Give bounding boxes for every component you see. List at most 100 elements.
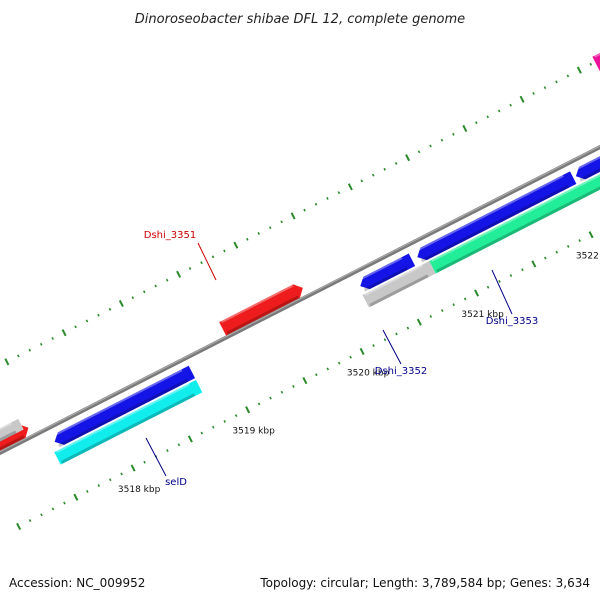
gene-blue-reverse-right <box>415 171 577 263</box>
gene-label-leader <box>382 329 402 365</box>
tick-major <box>519 95 525 103</box>
gene-label: Dshi_3353 <box>486 316 538 327</box>
tick-minor <box>85 319 89 323</box>
tick-minor <box>440 309 444 313</box>
tick-major <box>416 318 422 326</box>
gene-label: Dshi_3351 <box>144 230 196 241</box>
tick-minor <box>269 396 272 400</box>
tick-major <box>405 154 411 162</box>
tick-minor <box>566 244 570 248</box>
tick-minor <box>395 332 398 336</box>
tick-label: 3518 kbp <box>118 485 161 495</box>
tick-minor <box>303 208 306 212</box>
tick-minor <box>326 367 330 371</box>
tick-minor <box>177 443 181 447</box>
tick-minor <box>315 373 318 377</box>
tick-minor <box>555 250 559 254</box>
tick-major <box>187 435 193 443</box>
tick-major <box>576 66 582 74</box>
tick-major <box>73 493 79 501</box>
tick-minor <box>589 62 593 66</box>
tick-minor <box>74 325 77 329</box>
tick-major <box>61 329 67 337</box>
tick-minor <box>257 402 261 406</box>
tick-minor <box>509 274 513 278</box>
tick-minor <box>486 115 489 119</box>
tick-minor <box>51 337 54 340</box>
tick-minor <box>280 220 283 224</box>
tick-minor <box>28 519 32 523</box>
tick-minor <box>463 297 467 301</box>
tick-major <box>176 270 182 278</box>
tick-minor <box>360 179 364 183</box>
tick-minor <box>86 489 89 493</box>
genome-summary-text: Topology: circular; Length: 3,789,584 bp… <box>260 576 590 590</box>
tick-minor <box>200 431 204 435</box>
tick-minor <box>383 338 387 342</box>
tick-minor <box>452 132 455 136</box>
tick-minor <box>28 348 32 352</box>
tick-major <box>302 377 308 385</box>
tick-minor <box>97 484 101 488</box>
tick-minor <box>108 307 112 311</box>
gene-label-leader <box>145 437 167 477</box>
tick-minor <box>280 390 284 394</box>
outer-tick-row <box>4 62 593 366</box>
tick-minor <box>234 414 238 418</box>
tick-minor <box>188 267 192 270</box>
tick-minor <box>578 239 581 242</box>
tick-minor <box>394 162 398 165</box>
tick-major <box>4 358 10 366</box>
tick-minor <box>429 144 432 148</box>
tick-minor <box>555 80 558 84</box>
tick-minor <box>108 478 112 482</box>
tick-minor <box>200 261 203 265</box>
tick-minor <box>257 232 261 235</box>
tick-label: 3522 kbp <box>576 252 600 262</box>
tick-minor <box>440 138 444 142</box>
tick-major <box>531 260 537 268</box>
tick-label: 3519 kbp <box>232 427 275 437</box>
tick-minor <box>566 74 570 78</box>
tick-minor <box>417 150 421 154</box>
tick-minor <box>40 513 43 517</box>
tick-major <box>118 299 124 308</box>
backbone-highlight <box>0 62 600 536</box>
tick-minor <box>498 279 501 283</box>
tick-minor <box>521 268 524 272</box>
gene-label: Dshi_3352 <box>375 366 427 377</box>
gene-blue-reverse-mid <box>358 253 416 292</box>
tick-minor <box>406 326 410 330</box>
tick-minor <box>39 342 43 346</box>
tick-minor <box>383 167 386 171</box>
tick-major <box>16 522 22 530</box>
tick-minor <box>452 303 455 307</box>
tick-minor <box>268 226 272 230</box>
tick-label: 3520 kbp <box>347 368 390 378</box>
tick-major <box>462 124 468 133</box>
tick-minor <box>223 249 226 253</box>
tick-major <box>290 212 296 220</box>
tick-minor <box>532 92 535 95</box>
tick-minor <box>372 344 375 348</box>
tick-major <box>245 406 251 414</box>
tick-minor <box>143 460 146 464</box>
gene-dshi-3353 <box>429 130 600 274</box>
tick-minor <box>120 472 123 476</box>
tick-minor <box>371 173 375 177</box>
tick-minor <box>223 419 226 423</box>
accession-text: Accession: NC_009952 <box>9 576 146 590</box>
tick-major <box>359 347 365 355</box>
tick-major <box>588 231 594 239</box>
gene-seld <box>54 379 203 465</box>
backbone-line <box>0 62 600 538</box>
tick-major <box>233 241 239 249</box>
gene-label-leader <box>197 242 217 281</box>
gene-label: selD <box>165 477 187 488</box>
tick-minor <box>314 202 318 206</box>
gene-dshi-3351 <box>219 284 303 336</box>
gene-blue-reverse-left <box>53 365 196 448</box>
tick-minor <box>154 284 157 288</box>
tick-minor <box>475 121 478 125</box>
